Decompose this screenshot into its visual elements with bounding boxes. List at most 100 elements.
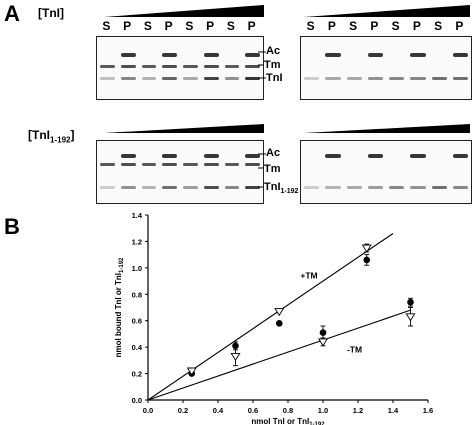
gel-band xyxy=(410,53,426,57)
gel-band xyxy=(410,186,426,189)
gel-band xyxy=(203,53,219,57)
gel-band xyxy=(431,186,447,189)
gel-band xyxy=(162,186,177,189)
gel-band xyxy=(224,186,240,189)
y-tick-label: 1.0 xyxy=(132,264,142,273)
gel-band xyxy=(346,77,362,80)
y-tick-label: 0.2 xyxy=(132,370,142,379)
gel-band xyxy=(162,53,177,57)
gel-band xyxy=(203,186,219,189)
row2-label-main: [TnI xyxy=(28,128,50,142)
gel-band xyxy=(120,77,136,80)
gel-band xyxy=(389,77,405,80)
x-tick-label: 1.0 xyxy=(318,406,328,415)
lane-label-s: S xyxy=(226,19,235,33)
gel-band xyxy=(120,65,136,68)
fit-line-1 xyxy=(147,233,394,401)
gel-band xyxy=(367,53,383,57)
data-point-triangle xyxy=(186,367,197,376)
lane-label-s: S xyxy=(434,19,443,33)
y-axis-title-main: nmol bound TnI or TnI xyxy=(114,273,123,357)
y-axis-title: nmol bound TnI or TnI1-192 xyxy=(114,257,125,357)
gel-band xyxy=(100,77,115,80)
gel-band xyxy=(100,65,115,68)
row2-label-close: ] xyxy=(70,128,75,142)
lane-label-p: P xyxy=(123,19,132,33)
gel-band xyxy=(325,53,341,57)
gel-band xyxy=(203,163,219,166)
data-point-circle xyxy=(319,329,327,336)
gel-band xyxy=(141,163,157,166)
gel-band xyxy=(183,186,198,189)
gel-band xyxy=(120,53,136,57)
data-point-triangle xyxy=(405,313,416,322)
gel-band xyxy=(183,77,198,80)
x-tick-label: 0.4 xyxy=(213,406,224,415)
lane-label-p: P xyxy=(206,19,215,33)
concentration-wedge-1 xyxy=(104,5,264,17)
gel-band xyxy=(245,77,260,80)
x-tick-label: 1.4 xyxy=(388,406,399,415)
lane-label-p: P xyxy=(412,19,421,33)
data-point-triangle xyxy=(274,308,285,317)
gel-band xyxy=(389,186,405,189)
x-axis-title-main: nmol TnI or TnI xyxy=(251,417,309,425)
gel-tni-no-tm xyxy=(300,36,472,100)
x-tick-label: 0.2 xyxy=(178,406,188,415)
band-label-ac: Ac xyxy=(266,45,281,57)
band-label-tni192-main: TnI xyxy=(264,181,281,193)
lane-label-s: S xyxy=(185,19,194,33)
gel-band xyxy=(162,77,177,80)
gel-band xyxy=(203,154,219,158)
lane-label-p: P xyxy=(455,19,464,33)
panel-b-letter: B xyxy=(4,214,20,239)
lane-label-p: P xyxy=(164,19,173,33)
gel-band xyxy=(120,163,136,166)
data-point-triangle xyxy=(230,353,241,362)
gel-band xyxy=(245,163,260,166)
annotation-plus-tm: +TM xyxy=(300,270,317,280)
gel-band xyxy=(224,65,240,68)
gel-band xyxy=(452,53,468,57)
gel-band xyxy=(452,186,468,189)
lane-label-p: P xyxy=(370,19,379,33)
gel-tni-minus-tm xyxy=(96,36,264,100)
gel-band xyxy=(325,186,341,189)
data-point-circle xyxy=(407,298,414,306)
lane-label-s: S xyxy=(391,19,400,33)
band-label-tni192: TnI1-192 xyxy=(264,181,298,195)
gel-tni192-minus-tm xyxy=(96,140,264,204)
gel-band xyxy=(410,77,426,80)
y-tick-label: 0.4 xyxy=(132,343,143,352)
gel-band xyxy=(224,77,240,80)
gel-band xyxy=(245,186,260,189)
x-axis-title-sub: 1-192 xyxy=(309,422,325,425)
x-axis-title: nmol TnI or TnI1-192 xyxy=(251,417,325,425)
x-tick-label: 0.0 xyxy=(143,406,153,415)
gel-band xyxy=(183,163,198,166)
gel-tni192-no-tm xyxy=(300,140,472,204)
gel-band xyxy=(141,65,157,68)
gel-band xyxy=(203,77,219,80)
band-label-ac-2: Ac xyxy=(266,147,281,159)
row2-label-sub: 1-192 xyxy=(50,135,71,145)
gel-band xyxy=(162,163,177,166)
gel-band xyxy=(141,186,157,189)
gel-band xyxy=(141,77,157,80)
band-label-tm: Tm xyxy=(264,59,281,71)
band-label-tm-2: Tm xyxy=(264,163,281,175)
gel-band xyxy=(245,53,260,57)
x-tick-label: 1.6 xyxy=(423,406,433,415)
lane-label-s: S xyxy=(349,19,358,33)
lane-label-s: S xyxy=(306,19,315,33)
gel-band xyxy=(367,154,383,158)
gel-band xyxy=(410,154,426,158)
band-label-leaders xyxy=(258,51,266,188)
gel-band xyxy=(100,163,115,166)
gel-band xyxy=(431,77,447,80)
gel-band xyxy=(452,154,468,158)
fit-line-2 xyxy=(147,309,411,401)
data-point-circle xyxy=(363,256,371,264)
x-tick-label: 0.6 xyxy=(248,406,258,415)
